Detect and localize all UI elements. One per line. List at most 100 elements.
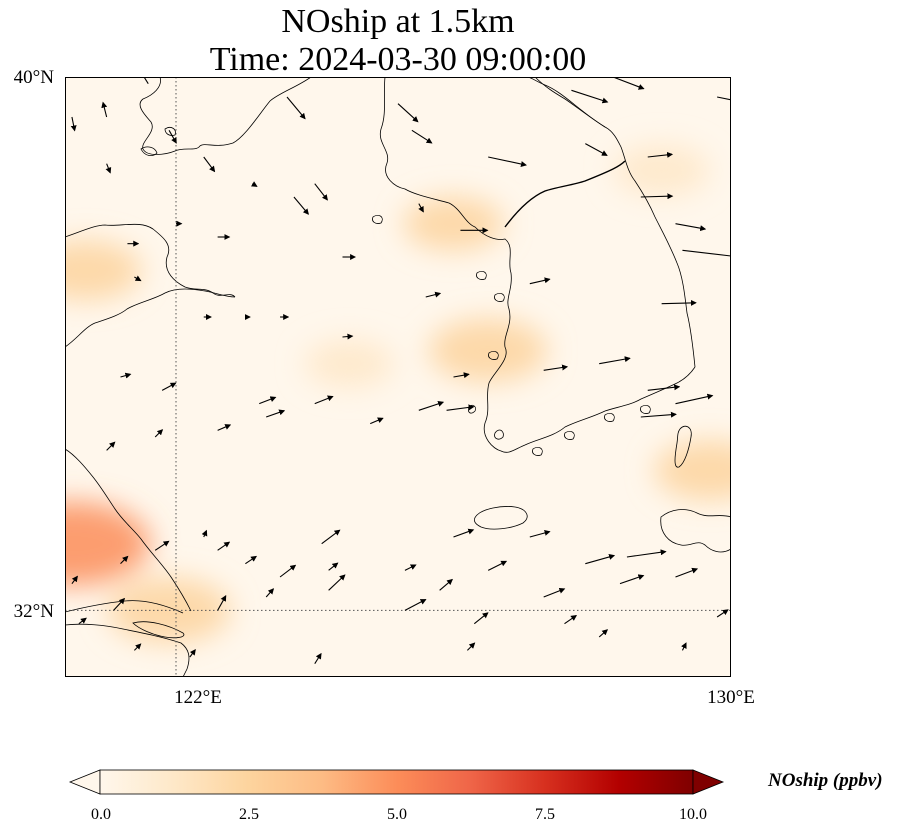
wind-vector <box>640 193 674 200</box>
wind-vector-layer <box>70 77 731 664</box>
wind-vector <box>143 77 149 84</box>
concentration-blob <box>428 318 548 383</box>
wind-vector <box>250 181 258 187</box>
colorbar-tick-3: 7.5 <box>535 806 555 823</box>
colorbar-min-extend <box>68 769 101 795</box>
wind-vector <box>571 89 609 104</box>
wind-vector <box>293 196 309 215</box>
coastline-layer <box>65 77 731 677</box>
wind-vector <box>106 441 116 451</box>
wind-vector <box>682 249 731 257</box>
wind-vector <box>598 629 609 638</box>
wind-vector <box>404 599 427 611</box>
wind-vector <box>189 648 196 658</box>
colorbar-tick-1: 2.5 <box>239 806 259 823</box>
wind-vector <box>286 96 306 120</box>
wind-vector <box>70 116 77 132</box>
wind-vector <box>321 529 341 545</box>
wind-vector <box>599 356 631 365</box>
wind-vector <box>120 372 132 379</box>
wind-vector <box>314 652 322 664</box>
wind-vector <box>328 562 339 571</box>
wind-vector <box>418 400 445 411</box>
gridlines <box>65 77 731 677</box>
coastline-korea-west-islands <box>372 215 505 360</box>
wind-vector <box>404 564 417 571</box>
map-title-line1: NOship at 1.5km <box>281 3 515 40</box>
colorbar-tick-0: 0.0 <box>91 806 111 823</box>
coastline-liaodong <box>139 77 312 155</box>
wind-vector <box>101 101 108 118</box>
wind-vector <box>217 595 227 611</box>
wind-vector <box>675 223 707 232</box>
wind-vector <box>342 333 354 340</box>
wind-vector <box>717 96 731 101</box>
wind-vector <box>543 587 566 598</box>
wind-vector <box>661 299 697 306</box>
wind-vector <box>446 404 475 411</box>
concentration-blob <box>65 240 142 301</box>
coastline-yangtze-south <box>65 623 190 677</box>
wind-vector <box>314 183 328 201</box>
lat-label-32n: 32°N <box>13 601 54 622</box>
map-panel <box>65 77 731 677</box>
lon-label-122e: 122°E <box>174 687 222 708</box>
wind-vector <box>168 130 177 144</box>
concentration-blob <box>304 339 395 388</box>
wind-vector <box>259 396 277 405</box>
wind-vector <box>203 156 216 173</box>
wind-vector <box>647 384 681 391</box>
colorbar-bar <box>99 769 694 795</box>
concentration-blob <box>613 144 710 197</box>
colorbar-label: NOship (ppbv) <box>768 770 883 791</box>
wind-vector <box>154 429 164 438</box>
wind-vector <box>120 555 129 565</box>
wind-vector <box>370 417 384 425</box>
concentration-blob <box>65 501 151 586</box>
coastline-kyushu <box>660 509 731 553</box>
wind-vector <box>161 382 177 391</box>
concentration-blob <box>654 440 731 501</box>
wind-vector <box>397 103 419 123</box>
wind-vector <box>675 567 699 578</box>
concentration-field <box>65 144 731 644</box>
wind-vector <box>626 549 667 558</box>
colorbar-tick-4: 10.0 <box>679 806 707 823</box>
wind-vector <box>564 614 578 625</box>
coastline-north-korea-east <box>534 77 606 128</box>
wind-vector <box>612 77 645 90</box>
wind-vector <box>543 364 569 371</box>
wind-vector <box>487 560 508 571</box>
colorbar-max-extend <box>692 769 725 795</box>
wind-vector <box>488 156 527 167</box>
wind-vector <box>78 617 87 625</box>
wind-vector <box>675 393 714 405</box>
wind-vector <box>453 372 470 379</box>
wind-vector <box>134 275 142 282</box>
map-canvas <box>65 77 731 677</box>
coastline-shandong-south <box>65 288 236 348</box>
wind-vector <box>619 574 645 585</box>
wind-vector <box>418 203 424 213</box>
wind-vector <box>681 642 687 651</box>
wind-vector <box>328 574 346 591</box>
wind-vector <box>585 554 616 565</box>
concentration-blob <box>403 196 504 251</box>
wind-vector <box>411 129 433 144</box>
wind-vector <box>716 609 729 618</box>
wind-vector <box>585 143 608 156</box>
wind-vector <box>105 163 112 174</box>
coastline-korea-southwest-islands <box>468 404 651 456</box>
coastline-chongming <box>132 621 185 639</box>
wind-vector <box>647 151 674 158</box>
wind-vector <box>466 642 476 651</box>
lon-label-130e: 130°E <box>707 687 755 708</box>
coastline-korea-west <box>379 77 526 453</box>
lat-label-40n: 40°N <box>13 67 54 88</box>
coastline-jeju <box>473 506 528 530</box>
wind-vector <box>425 291 442 298</box>
wind-vector <box>314 395 334 405</box>
colorbar-tick-2: 5.0 <box>387 806 407 823</box>
coastline-korea-south <box>524 366 696 446</box>
wind-vector <box>453 528 475 538</box>
